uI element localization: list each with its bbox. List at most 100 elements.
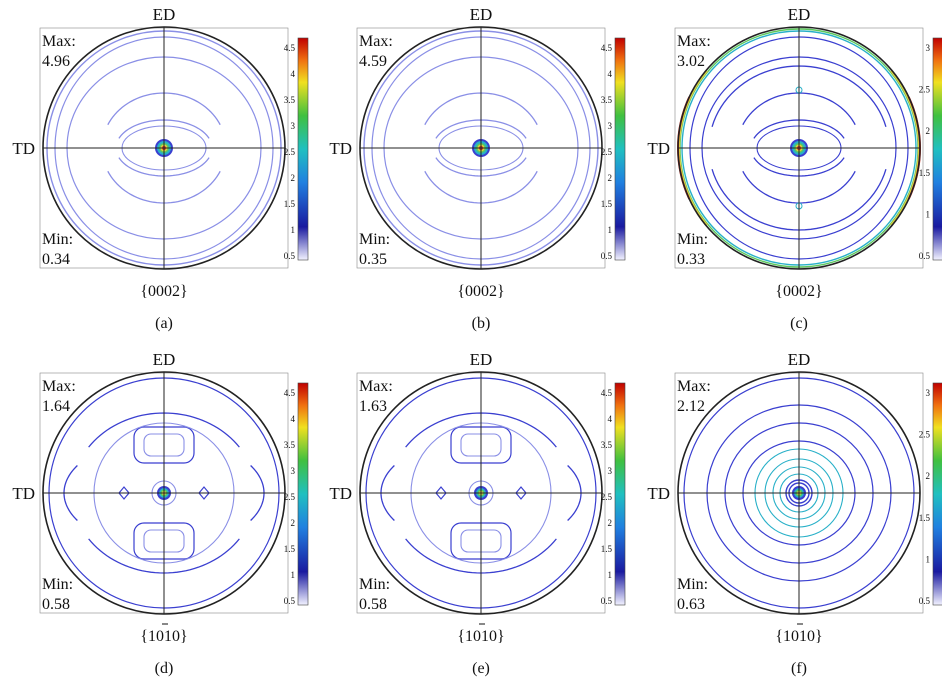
colorbar-a [297, 37, 309, 261]
colorbar-a-tick: 4 [291, 69, 296, 79]
label-td: TD [12, 484, 35, 503]
max-value: 1.64 [42, 398, 70, 415]
label-ed: ED [788, 350, 811, 369]
colorbar-b-tick: 1 [608, 225, 613, 235]
colorbar-a-tick: 1 [291, 225, 296, 235]
colorbar-f-tick: 2.5 [919, 430, 931, 440]
panel-caption: (b) [472, 315, 491, 332]
colorbar-e-tick: 2.5 [601, 492, 613, 502]
colorbar-f-tick: 0.5 [919, 596, 931, 606]
colorbar-e-tick: 1 [608, 570, 613, 580]
colorbar-c-tick: 2.5 [919, 85, 931, 95]
colorbar-c-tick: 3 [926, 43, 931, 53]
min-value: 0.58 [42, 596, 70, 613]
colorbar-b-tick: 3 [608, 121, 613, 131]
max-label: Max: [359, 378, 393, 395]
colorbar-a-tick: 4.5 [284, 43, 296, 53]
max-label: Max: [42, 33, 76, 50]
max-label: Max: [677, 378, 711, 395]
min-value: 0.33 [677, 251, 705, 268]
colorbar-d-tick: 4.5 [284, 388, 296, 398]
max-value: 2.12 [677, 398, 705, 415]
label-td: TD [647, 484, 670, 503]
colorbar-b-tick: 4.5 [601, 43, 613, 53]
colorbar-c [932, 37, 942, 261]
plane-label: {0002} [775, 283, 822, 300]
panel-caption: (c) [790, 315, 808, 332]
min-value: 0.58 [359, 596, 387, 613]
label-td: TD [329, 484, 352, 503]
colorbar-d-tick: 1.5 [284, 544, 296, 554]
min-label: Min: [42, 576, 73, 593]
colorbar-c-tick: 0.5 [919, 251, 931, 261]
colorbar-e-tick: 3.5 [601, 440, 613, 450]
colorbar-d-tick: 3 [291, 466, 296, 476]
label-td: TD [12, 139, 35, 158]
plane-label: {0002} [457, 283, 504, 300]
max-value: 1.63 [359, 398, 387, 415]
colorbar-b-tick: 2.5 [601, 147, 613, 157]
colorbar-d-tick: 2 [291, 518, 296, 528]
colorbar-c-tick: 1.5 [919, 168, 931, 178]
plane-label: {0002} [140, 283, 187, 300]
max-value: 3.02 [677, 53, 705, 70]
colorbar-c-tick: 2 [926, 126, 931, 136]
panel-caption: (d) [155, 660, 174, 677]
colorbar-a-tick: 2.5 [284, 147, 296, 157]
plane-label: {1010} [457, 628, 504, 645]
max-label: Max: [42, 378, 76, 395]
label-td: TD [329, 139, 352, 158]
colorbar-d-tick: 3.5 [284, 440, 296, 450]
min-label: Min: [677, 231, 708, 248]
colorbar-e-tick: 2 [608, 518, 613, 528]
colorbar-a-tick: 1.5 [284, 199, 296, 209]
colorbar-b-tick: 0.5 [601, 251, 613, 261]
max-value: 4.96 [42, 53, 70, 70]
colorbar-b-tick: 4 [608, 69, 613, 79]
colorbar-d-tick: 2.5 [284, 492, 296, 502]
plane-label: {1010} [140, 628, 187, 645]
colorbar-b-tick: 2 [608, 173, 613, 183]
min-label: Min: [677, 576, 708, 593]
panel-b: ED TD Max: 4.59 Min: 0.35 0.5 1 1.5 2 2.5 3 3.5 4 4.5 {… [329, 5, 626, 332]
panel-a: ED TD Max: 4.96 Min: 0.34 0.5 1 1.5 2 2.5 3 3.5 4 4.5 {… [12, 5, 309, 332]
colorbar-d-tick: 0.5 [284, 596, 296, 606]
colorbar-a-tick: 2 [291, 173, 296, 183]
panel-caption: (a) [155, 315, 173, 332]
colorbar-b-tick: 1.5 [601, 199, 613, 209]
panel-caption: (e) [472, 660, 490, 677]
colorbar-e-tick: 0.5 [601, 596, 613, 606]
min-value: 0.35 [359, 251, 387, 268]
colorbar-e-tick: 3 [608, 466, 613, 476]
label-ed: ED [470, 350, 493, 369]
colorbar-a-tick: 3 [291, 121, 296, 131]
label-ed: ED [788, 5, 811, 24]
max-label: Max: [359, 33, 393, 50]
label-td: TD [647, 139, 670, 158]
min-label: Min: [359, 576, 390, 593]
plane-label: {1010} [775, 628, 822, 645]
colorbar-b [614, 37, 626, 261]
colorbar-f [932, 382, 942, 606]
label-ed: ED [153, 350, 176, 369]
min-label: Min: [42, 231, 73, 248]
colorbar-d-tick: 1 [291, 570, 296, 580]
label-ed: ED [153, 5, 176, 24]
colorbar-f-tick: 3 [926, 388, 931, 398]
panel-d: ED TD Max: 1.64 Min: 0.58 0.5 1 1.5 2 2.5 3 3.5 4 4.5 {… [12, 350, 309, 677]
panel-f: ED TD Max: 2.12 Min: 0.63 0.5 1 1.5 2 2.5 3 {1010} (f… [647, 350, 942, 677]
colorbar-e-tick: 4.5 [601, 388, 613, 398]
min-label: Min: [359, 231, 390, 248]
colorbar-e [614, 382, 626, 606]
colorbar-f-tick: 1 [926, 554, 931, 564]
label-ed: ED [470, 5, 493, 24]
colorbar-f-tick: 2 [926, 471, 931, 481]
colorbar-f-tick: 1.5 [919, 513, 931, 523]
colorbar-a-tick: 3.5 [284, 95, 296, 105]
colorbar-d [297, 382, 309, 606]
colorbar-c-tick: 1 [926, 209, 931, 219]
colorbar-a-tick: 0.5 [284, 251, 296, 261]
min-value: 0.34 [42, 251, 70, 268]
